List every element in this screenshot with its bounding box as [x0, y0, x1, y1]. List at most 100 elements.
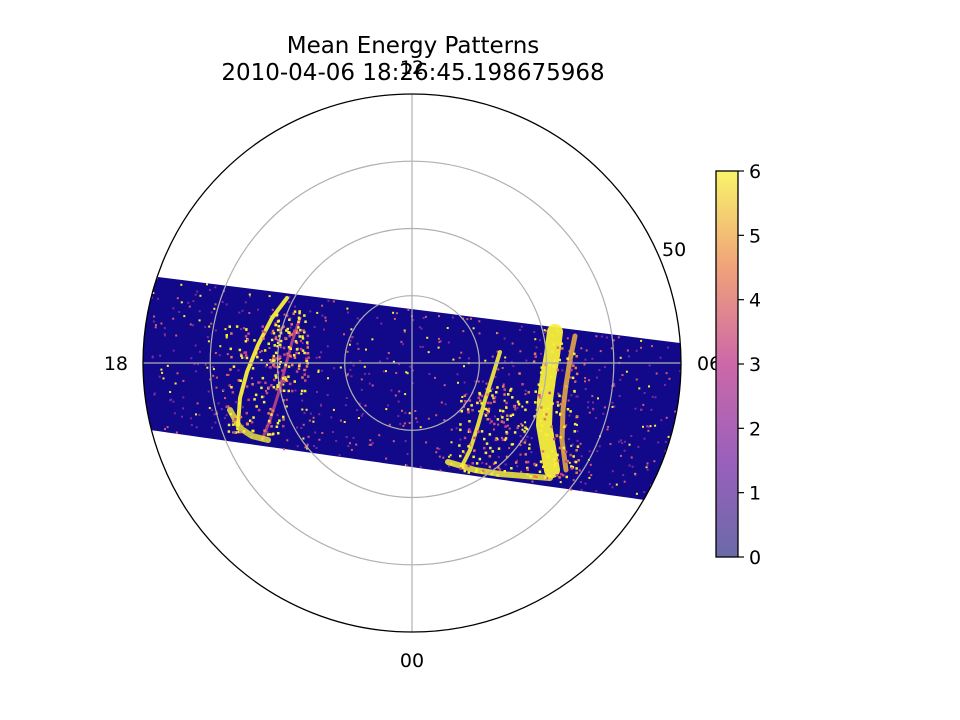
fleck: [282, 377, 285, 380]
fleck: [304, 379, 307, 382]
speckle: [646, 425, 649, 428]
fleck: [539, 460, 543, 463]
fleck: [256, 355, 259, 359]
speckle: [346, 374, 349, 377]
speckle: [198, 319, 201, 322]
speckle: [530, 437, 533, 440]
fleck: [500, 420, 504, 423]
speckle: [408, 422, 411, 424]
fleck: [564, 450, 568, 453]
fleck: [274, 351, 278, 355]
right-arc-inner: [460, 350, 502, 468]
speckle: [371, 442, 374, 444]
speckle: [240, 328, 243, 331]
fleck: [468, 399, 472, 402]
speckle: [674, 487, 677, 490]
fleck: [279, 339, 283, 343]
speckle: [474, 380, 477, 383]
speckle: [182, 379, 185, 382]
speckle: [169, 399, 172, 402]
speckle: [587, 401, 590, 404]
fleck: [257, 381, 260, 384]
speckle: [540, 352, 542, 355]
speckle: [404, 411, 407, 414]
speckle: [206, 366, 209, 369]
fleck: [575, 471, 578, 474]
fleck: [501, 416, 504, 419]
colorbar-tick-label: 6: [749, 161, 761, 183]
speckle: [407, 308, 410, 311]
speckle: [248, 293, 251, 296]
speckle: [677, 444, 680, 447]
speckle: [520, 325, 523, 328]
speckle: [259, 351, 262, 354]
fleck: [267, 386, 270, 389]
speckle: [214, 303, 217, 306]
speckle: [196, 290, 199, 293]
fleck: [301, 335, 304, 338]
speckle: [359, 359, 362, 362]
fleck: [552, 365, 555, 368]
speckle: [404, 393, 407, 396]
speckle: [264, 365, 267, 368]
fleck: [492, 462, 496, 466]
fleck: [483, 446, 486, 450]
fleck: [571, 376, 575, 380]
fleck: [473, 436, 476, 440]
fleck: [264, 331, 267, 334]
speckle: [516, 465, 519, 468]
fleck: [534, 463, 538, 467]
fleck: [261, 325, 264, 328]
speckle: [301, 408, 304, 411]
fleck: [509, 414, 513, 418]
fleck: [263, 349, 267, 352]
fleck: [260, 395, 264, 399]
fleck: [272, 354, 276, 358]
speckle: [517, 425, 520, 428]
speckle: [664, 383, 666, 386]
right-arc-edge: [559, 333, 578, 473]
fleck: [467, 464, 470, 468]
speckle: [530, 451, 533, 454]
fleck: [291, 363, 294, 367]
fleck: [551, 350, 554, 353]
fleck: [475, 470, 478, 473]
fleck: [271, 329, 275, 333]
fleck: [303, 373, 306, 376]
fleck: [271, 409, 275, 413]
speckle: [321, 314, 324, 317]
speckle: [519, 350, 522, 353]
fleck: [464, 400, 467, 403]
fleck: [577, 459, 580, 462]
speckle: [419, 345, 422, 348]
fleck: [572, 364, 575, 367]
speckle: [437, 346, 440, 349]
fleck: [273, 344, 276, 347]
fleck: [575, 449, 578, 452]
speckle: [159, 354, 162, 357]
fleck: [502, 385, 505, 388]
fleck: [236, 427, 239, 431]
speckle: [520, 470, 523, 473]
speckle: [209, 378, 212, 381]
fleck: [262, 400, 266, 404]
speckle: [613, 384, 616, 387]
speckle: [338, 454, 341, 457]
speckle: [164, 428, 166, 431]
fleck: [270, 413, 273, 416]
speckle: [589, 463, 592, 466]
fleck: [542, 465, 545, 468]
fleck: [297, 320, 300, 324]
fleck: [504, 425, 507, 428]
fleck: [264, 381, 267, 385]
speckle: [457, 381, 459, 384]
speckle: [651, 345, 653, 348]
fleck: [292, 312, 295, 315]
speckle: [215, 376, 218, 379]
fleck: [573, 389, 576, 393]
speckle: [646, 464, 649, 467]
speckle: [590, 474, 593, 477]
fleck: [305, 352, 308, 355]
colorbar-tick-label: 1: [749, 483, 761, 505]
fleck: [260, 386, 263, 390]
